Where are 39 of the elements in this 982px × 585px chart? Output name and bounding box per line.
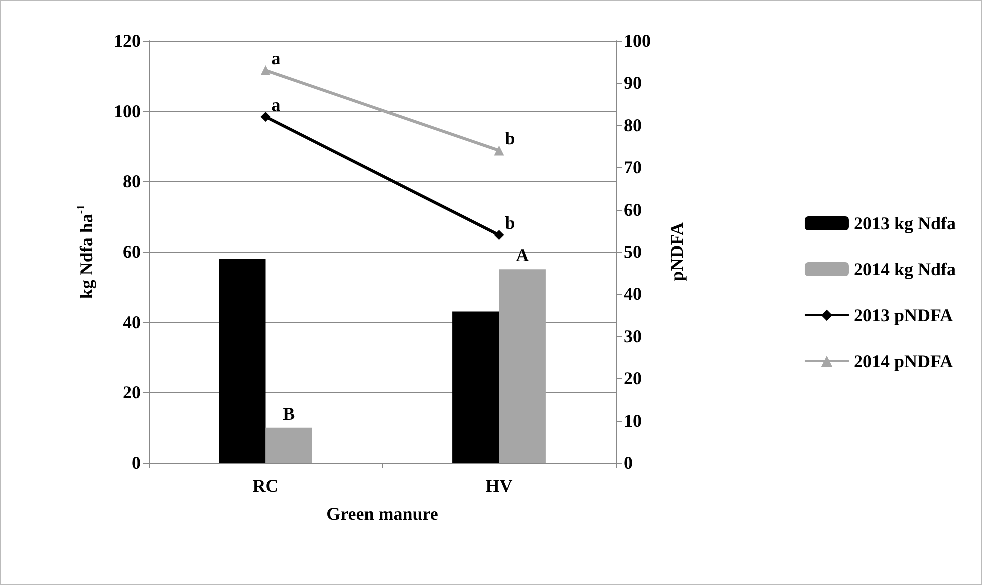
data-label: a (272, 48, 281, 69)
x-axis-title: Green manure (326, 504, 438, 524)
point (494, 230, 504, 240)
y-tick-label: 100 (114, 101, 141, 122)
point (260, 112, 271, 122)
y2-tick-label: 90 (624, 73, 642, 94)
y2-tick-label: 70 (624, 158, 642, 178)
data-label: b (505, 213, 516, 234)
bar (452, 312, 500, 463)
y-tick-label: 60 (123, 242, 141, 262)
y2-tick-label: 100 (624, 31, 651, 51)
data-label: A (516, 246, 530, 266)
legend-label: 2013 kg Ndfa (854, 214, 956, 234)
legend-label: 2014 pNDFA (854, 352, 954, 372)
y2-tick-label: 60 (624, 200, 642, 220)
y2-tick-label: 50 (624, 242, 642, 262)
x-tick-label: RC (252, 476, 279, 496)
legend-label: 2013 pNDFA (854, 306, 954, 326)
y-tick-label: 80 (123, 172, 141, 192)
y-tick-label: 40 (123, 312, 141, 332)
data-label: b (505, 128, 516, 149)
data-label: B (283, 404, 296, 424)
y-tick-label: 120 (114, 31, 141, 51)
bar (219, 259, 266, 463)
y2-tick-label: 80 (624, 115, 642, 136)
y2-tick-label: 20 (624, 368, 642, 389)
x-tick-label: HV (486, 476, 513, 496)
bar (266, 428, 312, 463)
y2-tick-label: 40 (624, 284, 642, 304)
data-label: a (272, 94, 281, 115)
y2-tick-label: 30 (624, 326, 642, 346)
y-axis-title: kg Ndfa ha-1 (76, 204, 96, 300)
y2-axis-title: pNDFA (667, 222, 687, 282)
y2-tick-label: 0 (624, 453, 633, 473)
y-tick-label: 0 (132, 453, 141, 473)
legend-label: 2014 kg Ndfa (854, 260, 956, 280)
y2-tick-label: 10 (624, 410, 642, 431)
bar (499, 270, 546, 463)
y-tick-label: 20 (123, 382, 141, 403)
